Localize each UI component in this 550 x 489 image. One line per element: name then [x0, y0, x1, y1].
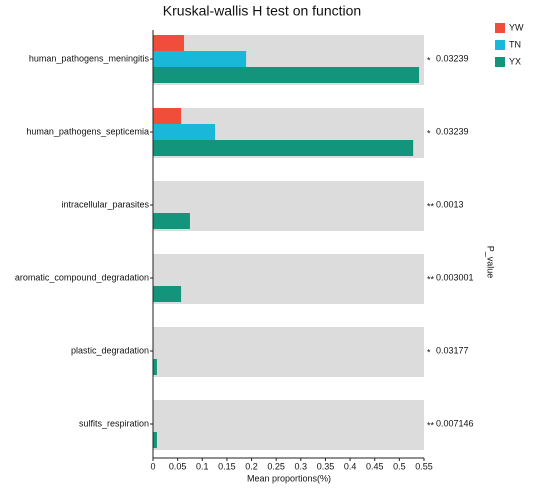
x-axis-title: Mean proportions(%)	[247, 473, 331, 483]
p-value: 0.03177	[436, 345, 469, 355]
bar	[153, 108, 182, 124]
x-tick-label: 0.2	[245, 461, 258, 471]
significance: *	[427, 347, 431, 357]
legend-label: YX	[509, 56, 521, 66]
x-tick-label: 0.5	[393, 461, 406, 471]
bar	[153, 124, 216, 140]
bar	[153, 359, 157, 375]
p-value: 0.0013	[436, 199, 464, 209]
legend-label: TN	[509, 39, 521, 49]
category-band	[153, 254, 424, 304]
p-value: 0.003001	[436, 272, 474, 282]
x-tick-label: 0.25	[267, 461, 285, 471]
y-tick-label: plastic_degradation	[71, 345, 149, 355]
category-band	[153, 400, 424, 450]
p-value: 0.03239	[436, 53, 469, 63]
bar	[153, 213, 190, 229]
significance: **	[427, 201, 435, 211]
x-tick-label: 0.05	[169, 461, 187, 471]
legend-swatch	[495, 40, 505, 50]
significance: **	[427, 274, 435, 284]
legend-label: YW	[509, 22, 524, 32]
x-tick-label: 0.4	[344, 461, 357, 471]
x-tick-label: 0.3	[295, 461, 308, 471]
bar	[153, 51, 247, 67]
y-tick-label: aromatic_compound_degradation	[15, 272, 149, 282]
y-tick-label: human_pathogens_septicemia	[26, 126, 149, 136]
x-tick-label: 0.1	[196, 461, 209, 471]
x-tick-label: 0.45	[366, 461, 384, 471]
bar	[153, 286, 182, 302]
x-tick-label: 0.55	[415, 461, 433, 471]
x-tick-label: 0.15	[218, 461, 236, 471]
significance: *	[427, 128, 431, 138]
category-band	[153, 181, 424, 231]
x-tick-label: 0	[150, 461, 155, 471]
x-tick-label: 0.35	[317, 461, 335, 471]
p-value: 0.03239	[436, 126, 469, 136]
p-value-title: P_value	[486, 246, 496, 279]
bar	[153, 432, 157, 448]
bar	[153, 140, 414, 156]
chart-title: Kruskal-wallis H test on function	[163, 3, 361, 19]
significance: *	[427, 55, 431, 65]
legend-swatch	[495, 23, 505, 33]
bar	[153, 35, 185, 51]
significance: **	[427, 420, 435, 430]
p-value: 0.007146	[436, 418, 474, 428]
y-tick-label: human_pathogens_meningitis	[29, 53, 150, 63]
legend-swatch	[495, 57, 505, 67]
category-band	[153, 327, 424, 377]
bar	[153, 67, 420, 83]
y-tick-label: sulfits_respiration	[79, 418, 149, 428]
y-tick-label: intracellular_parasites	[61, 199, 149, 209]
